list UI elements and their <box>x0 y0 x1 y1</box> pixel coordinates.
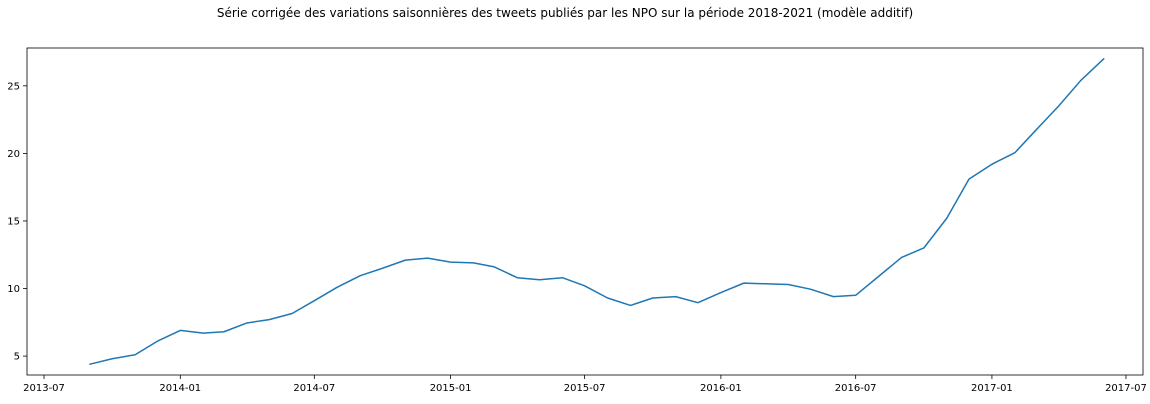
x-tick-label-1: 2014-01 <box>159 383 201 394</box>
series-line-0 <box>89 58 1105 365</box>
x-tick-label-5: 2016-01 <box>700 383 742 394</box>
x-tick-label-6: 2016-07 <box>835 383 877 394</box>
x-tick-label-0: 2013-07 <box>23 383 65 394</box>
x-tick-label-2: 2014-07 <box>293 383 335 394</box>
x-tick-label-8: 2017-07 <box>1105 383 1147 394</box>
x-tick-label-3: 2015-01 <box>430 383 472 394</box>
x-tick-label-7: 2017-01 <box>971 383 1013 394</box>
y-tick-label-4: 25 <box>7 81 20 92</box>
plot-frame <box>26 47 1144 376</box>
x-tick-label-4: 2015-07 <box>564 383 606 394</box>
y-tick-label-3: 20 <box>7 149 20 160</box>
y-tick-label-2: 15 <box>7 216 20 227</box>
y-tick-label-1: 10 <box>7 284 20 295</box>
plot-area: 2013-07 2014-01 2014-07 2015-01 2015-07 2016-… <box>7 47 1147 394</box>
y-tick-label-0: 5 <box>14 352 20 363</box>
chart-title: Série corrigée des variations saisonnièr… <box>217 6 913 20</box>
